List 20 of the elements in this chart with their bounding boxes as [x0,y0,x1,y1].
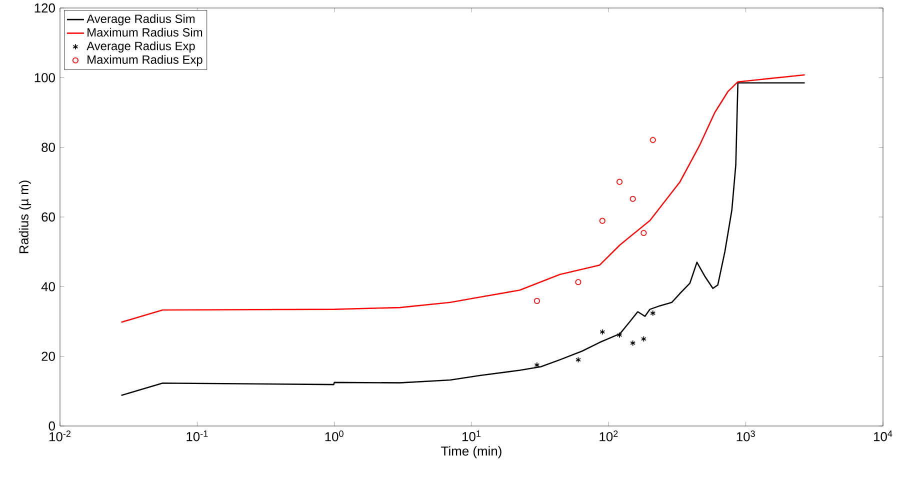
y-tick-label: 20 [42,352,55,361]
y-axis-title: Radius (µ m) [18,180,32,254]
x-tick-label: 10$^{1}$ [462,430,481,442]
x-tick-label: 10$^{3}$ [736,430,755,442]
y-tick-label: 100 [34,73,55,82]
legend-label: Average Radius Sim [86,14,195,26]
legend-label: Maximum Radius Sim [88,28,202,37]
legend-label: Maximum Radius Exp [88,55,202,66]
x-axis-title: Time (min) [441,446,502,458]
x-tick-label: 10$^{-2}$ [49,430,71,442]
x-tick-label: 10$^{4}$ [874,430,892,442]
y-tick-label: 60 [42,212,55,222]
x-tick-label: 10$^{0}$ [325,430,344,442]
y-tick-label: 0 [48,421,55,431]
y-tick-label: 40 [41,282,55,292]
x-tick-label: 10$^{-1}$ [186,430,208,442]
x-tick-label: 10$^{2}$ [600,430,618,442]
legend-label: Average Radius Exp [86,41,195,53]
y-tick-label: 120 [34,3,55,13]
y-tick-label: 80 [42,142,55,152]
